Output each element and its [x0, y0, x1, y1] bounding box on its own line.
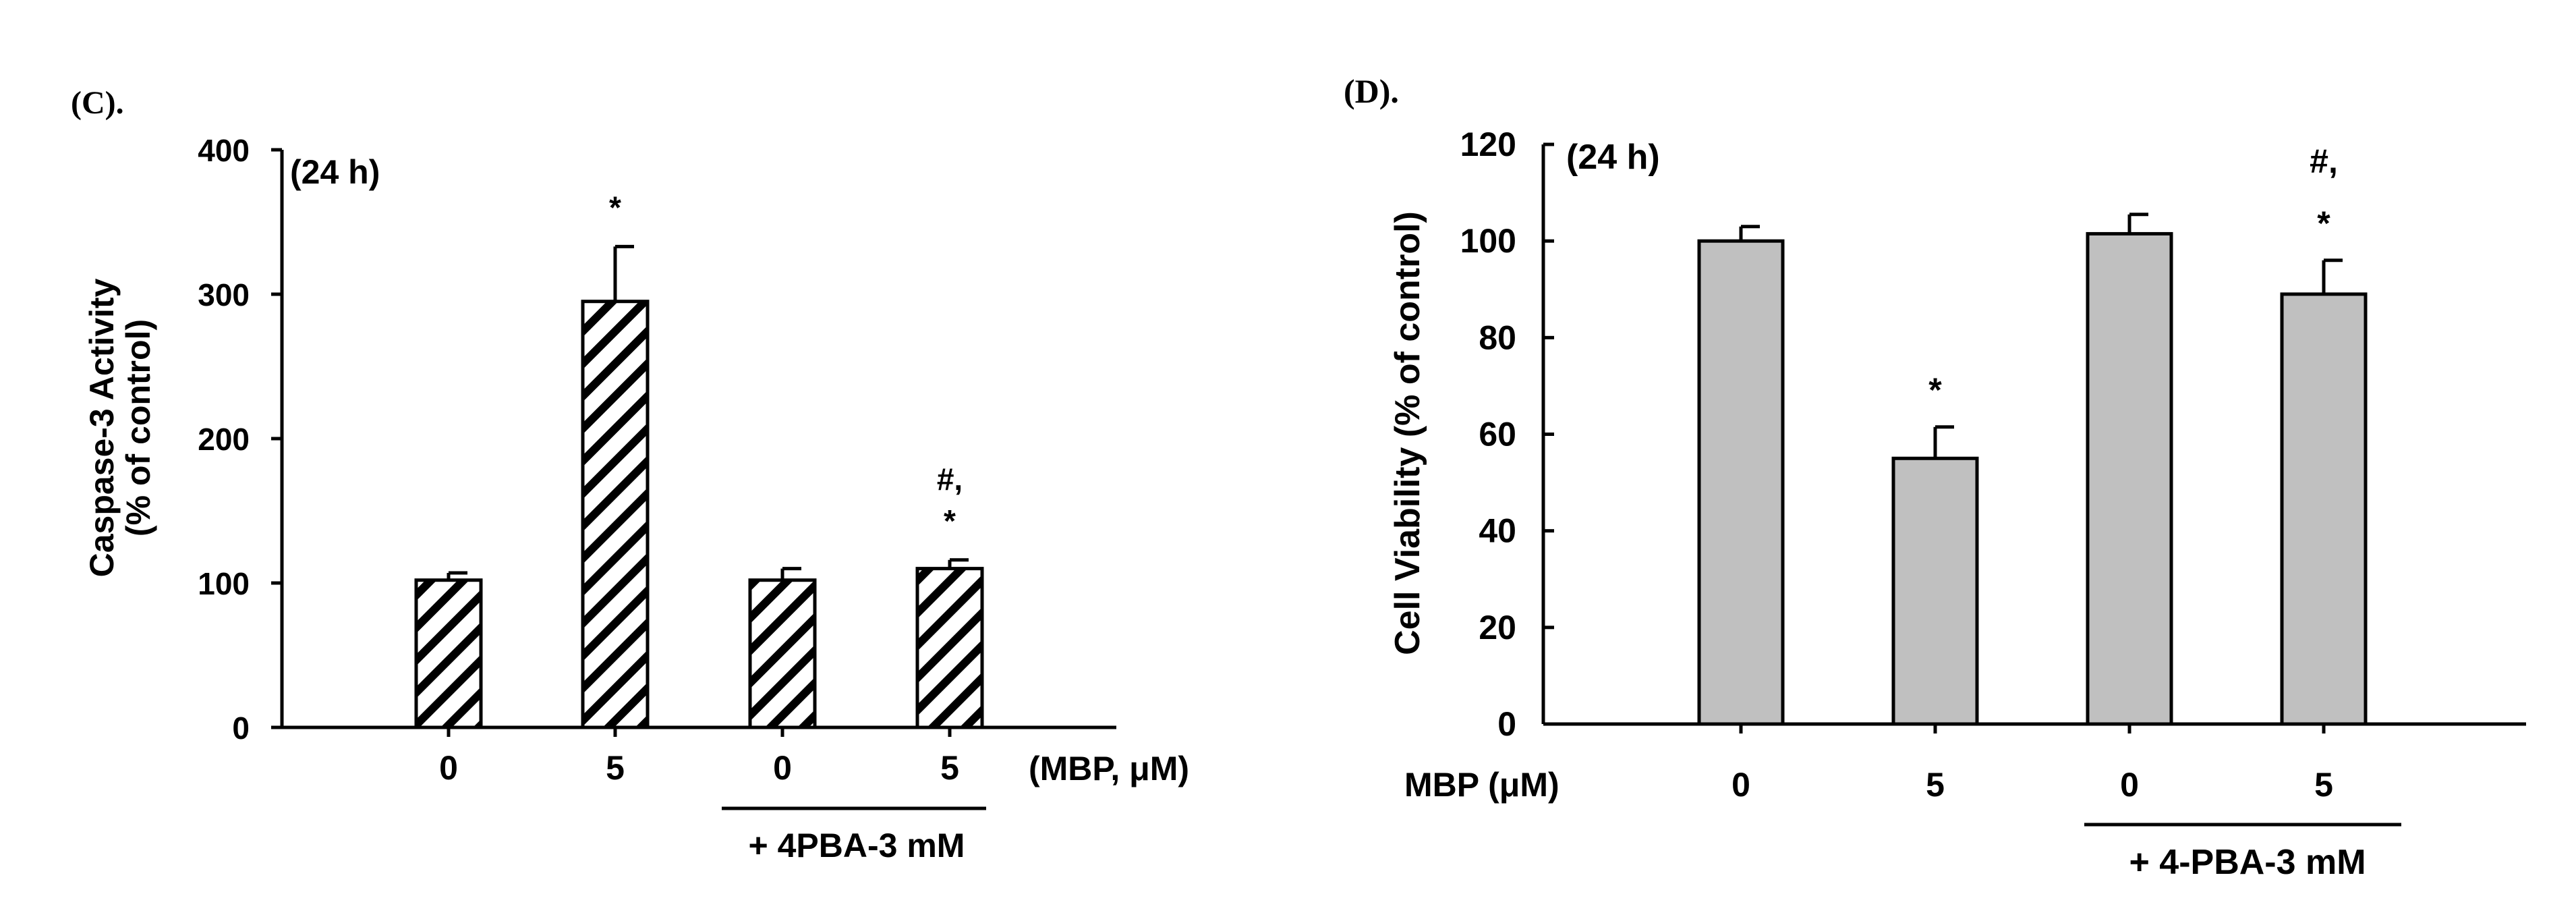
y-tick-label: 0 — [232, 711, 250, 746]
panel-c-inset-label: (24 h) — [290, 153, 380, 191]
x-tick-label: 0 — [439, 749, 458, 787]
bar — [915, 567, 984, 729]
bar — [748, 578, 817, 729]
y-tick-label: 0 — [1497, 705, 1516, 743]
panel-c-letter: (C). — [71, 85, 124, 121]
panel-c-x-unit-label: (MBP, μM) — [1029, 750, 1189, 787]
bar — [1697, 239, 1785, 726]
x-tick-label: 5 — [1926, 766, 1945, 804]
panel-c: (C). (24 h) Caspase-3 Activity (% of con… — [71, 85, 1189, 864]
panel-c-y-ticks: 0 100 200 300 400 — [198, 133, 282, 746]
panel-c-ylabel-line-1: Caspase-3 Activity — [83, 278, 121, 577]
y-tick-label: 120 — [1460, 126, 1516, 163]
panel-c-bars: * #, * — [414, 190, 984, 729]
panel-d: (D). (24 h) Cell Viability (% of control… — [1344, 72, 2526, 882]
panel-d-bars: * #, * — [1697, 142, 2368, 726]
x-tick-label: 0 — [773, 749, 792, 787]
y-tick-label: 100 — [198, 566, 250, 601]
panel-d-letter: (D). — [1344, 72, 1399, 110]
panel-d-y-ticks: 0 20 40 60 80 100 120 — [1460, 126, 1554, 743]
y-tick-label: 80 — [1479, 318, 1516, 356]
y-tick-label: 400 — [198, 133, 250, 168]
panel-c-treatment-label: + 4PBA-3 mM — [749, 827, 965, 864]
significance-marker: #, — [2310, 142, 2338, 180]
y-tick-label: 40 — [1479, 512, 1516, 550]
x-tick-label: 5 — [2314, 766, 2333, 804]
x-tick-label: 5 — [940, 749, 959, 787]
significance-marker: * — [609, 190, 621, 225]
bar — [2280, 292, 2368, 726]
x-tick-label: 0 — [1731, 766, 1750, 804]
bar — [2086, 231, 2173, 726]
bar — [1891, 456, 1979, 726]
bar — [581, 300, 650, 729]
panel-d-x-ticks: 0 5 0 5 — [1731, 724, 2333, 804]
significance-marker: * — [1928, 371, 1942, 409]
panel-c-ylabel-line-2: (% of control) — [119, 319, 157, 536]
y-tick-label: 60 — [1479, 416, 1516, 453]
significance-marker: * — [944, 503, 956, 538]
significance-marker: #, — [937, 462, 963, 497]
y-tick-label: 20 — [1479, 609, 1516, 646]
x-tick-label: 5 — [606, 749, 625, 787]
panel-d-inset-label: (24 h) — [1566, 138, 1660, 177]
y-tick-label: 100 — [1460, 222, 1516, 260]
panel-c-x-ticks: 0 5 0 5 — [439, 727, 959, 787]
panel-d-ylabel: Cell Viability (% of control) — [1388, 211, 1427, 655]
y-tick-label: 300 — [198, 277, 250, 312]
x-tick-label: 0 — [2120, 766, 2139, 804]
y-tick-label: 200 — [198, 422, 250, 457]
significance-marker: * — [2317, 204, 2330, 242]
bar — [414, 578, 483, 729]
panel-d-treatment-label: + 4-PBA-3 mM — [2129, 843, 2366, 882]
panel-d-x-unit-label: MBP (μM) — [1404, 766, 1559, 804]
